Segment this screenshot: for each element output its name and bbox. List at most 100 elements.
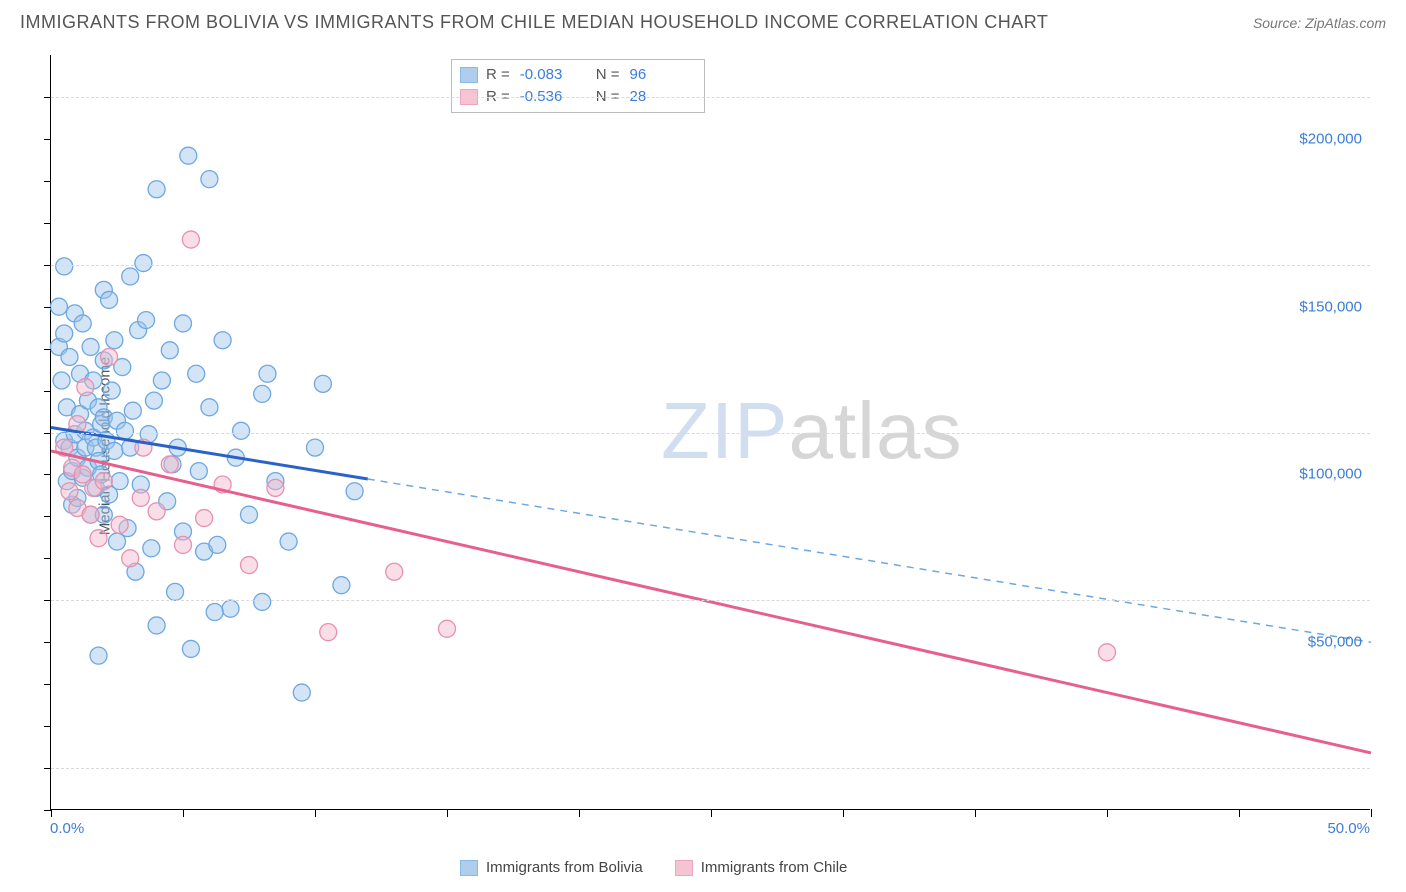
scatter-point bbox=[201, 399, 218, 416]
source-attribution: Source: ZipAtlas.com bbox=[1253, 15, 1386, 31]
scatter-point bbox=[241, 506, 258, 523]
scatter-point bbox=[90, 530, 107, 547]
scatter-point bbox=[116, 422, 133, 439]
scatter-point bbox=[82, 338, 99, 355]
scatter-point bbox=[259, 365, 276, 382]
scatter-point bbox=[267, 479, 284, 496]
x-tick bbox=[1107, 809, 1108, 817]
scatter-point bbox=[280, 533, 297, 550]
legend-swatch bbox=[460, 67, 478, 83]
scatter-point bbox=[206, 604, 223, 621]
legend-item-label: Immigrants from Chile bbox=[701, 859, 848, 876]
scatter-point bbox=[56, 325, 73, 342]
scatter-point bbox=[145, 392, 162, 409]
scatter-point bbox=[346, 483, 363, 500]
scatter-point bbox=[201, 171, 218, 188]
scatter-point bbox=[95, 473, 112, 490]
gridline bbox=[51, 768, 1370, 769]
regression-line bbox=[51, 451, 1371, 753]
scatter-point bbox=[196, 510, 213, 527]
legend-item: Immigrants from Bolivia bbox=[460, 859, 643, 876]
x-tick bbox=[51, 809, 52, 817]
scatter-point bbox=[209, 536, 226, 553]
scatter-point bbox=[333, 577, 350, 594]
scatter-point bbox=[106, 332, 123, 349]
scatter-point bbox=[124, 402, 141, 419]
legend-n-label: N = bbox=[596, 64, 620, 86]
scatter-point bbox=[254, 593, 271, 610]
scatter-point bbox=[167, 583, 184, 600]
scatter-point bbox=[439, 620, 456, 637]
scatter-point bbox=[56, 258, 73, 275]
scatter-point bbox=[386, 563, 403, 580]
scatter-point bbox=[148, 503, 165, 520]
gridline bbox=[51, 600, 1370, 601]
scatter-point bbox=[122, 268, 139, 285]
legend-n-value: 96 bbox=[630, 64, 692, 86]
series-legend: Immigrants from Bolivia Immigrants from C… bbox=[460, 859, 869, 876]
scatter-point bbox=[103, 382, 120, 399]
legend-item: Immigrants from Chile bbox=[675, 859, 848, 876]
x-tick bbox=[711, 809, 712, 817]
legend-swatch bbox=[675, 860, 693, 876]
scatter-point bbox=[111, 473, 128, 490]
scatter-point bbox=[82, 506, 99, 523]
scatter-point bbox=[143, 540, 160, 557]
gridline bbox=[51, 97, 1370, 98]
regression-line-dashed bbox=[368, 479, 1371, 642]
scatter-point bbox=[214, 332, 231, 349]
x-tick bbox=[447, 809, 448, 817]
legend-row: R = -0.083 N = 96 bbox=[460, 64, 692, 86]
scatter-point bbox=[135, 255, 152, 272]
chart-title: IMMIGRANTS FROM BOLIVIA VS IMMIGRANTS FR… bbox=[20, 12, 1048, 33]
scatter-point bbox=[148, 617, 165, 634]
scatter-point bbox=[122, 550, 139, 567]
x-tick bbox=[579, 809, 580, 817]
x-tick bbox=[183, 809, 184, 817]
scatter-point bbox=[222, 600, 239, 617]
scatter-point bbox=[314, 375, 331, 392]
scatter-point bbox=[175, 315, 192, 332]
x-tick bbox=[975, 809, 976, 817]
scatter-point bbox=[50, 298, 67, 315]
chart-plot-area: ZIPatlas R = -0.083N = 96R = -0.536N = 2… bbox=[50, 55, 1370, 810]
scatter-point bbox=[61, 349, 78, 366]
legend-item-label: Immigrants from Bolivia bbox=[486, 859, 643, 876]
scatter-point bbox=[188, 365, 205, 382]
legend-swatch bbox=[460, 860, 478, 876]
scatter-point bbox=[90, 647, 107, 664]
scatter-point bbox=[106, 442, 123, 459]
gridline bbox=[51, 265, 1370, 266]
scatter-point bbox=[61, 483, 78, 500]
legend-r-value: -0.083 bbox=[520, 64, 582, 86]
correlation-legend: R = -0.083N = 96R = -0.536N = 28 bbox=[451, 59, 705, 113]
scatter-point bbox=[180, 147, 197, 164]
scatter-point bbox=[101, 349, 118, 366]
scatter-point bbox=[175, 536, 192, 553]
x-tick bbox=[1371, 809, 1372, 817]
scatter-point bbox=[233, 422, 250, 439]
scatter-point bbox=[241, 557, 258, 574]
scatter-point bbox=[138, 312, 155, 329]
x-tick bbox=[843, 809, 844, 817]
gridline bbox=[51, 433, 1370, 434]
scatter-point bbox=[53, 372, 70, 389]
y-tick-label: $150,000 bbox=[1299, 298, 1362, 315]
scatter-point bbox=[132, 489, 149, 506]
scatter-point bbox=[161, 456, 178, 473]
scatter-point bbox=[190, 463, 207, 480]
scatter-point bbox=[148, 181, 165, 198]
legend-r-label: R = bbox=[486, 64, 510, 86]
scatter-point bbox=[182, 640, 199, 657]
y-tick-label: $50,000 bbox=[1308, 634, 1362, 651]
scatter-point bbox=[1099, 644, 1116, 661]
scatter-point bbox=[293, 684, 310, 701]
scatter-point bbox=[77, 379, 94, 396]
scatter-point bbox=[74, 315, 91, 332]
scatter-point bbox=[153, 372, 170, 389]
x-axis-tick-min: 0.0% bbox=[50, 820, 84, 892]
scatter-point bbox=[307, 439, 324, 456]
x-tick bbox=[1239, 809, 1240, 817]
y-tick-label: $100,000 bbox=[1299, 466, 1362, 483]
scatter-point bbox=[182, 231, 199, 248]
